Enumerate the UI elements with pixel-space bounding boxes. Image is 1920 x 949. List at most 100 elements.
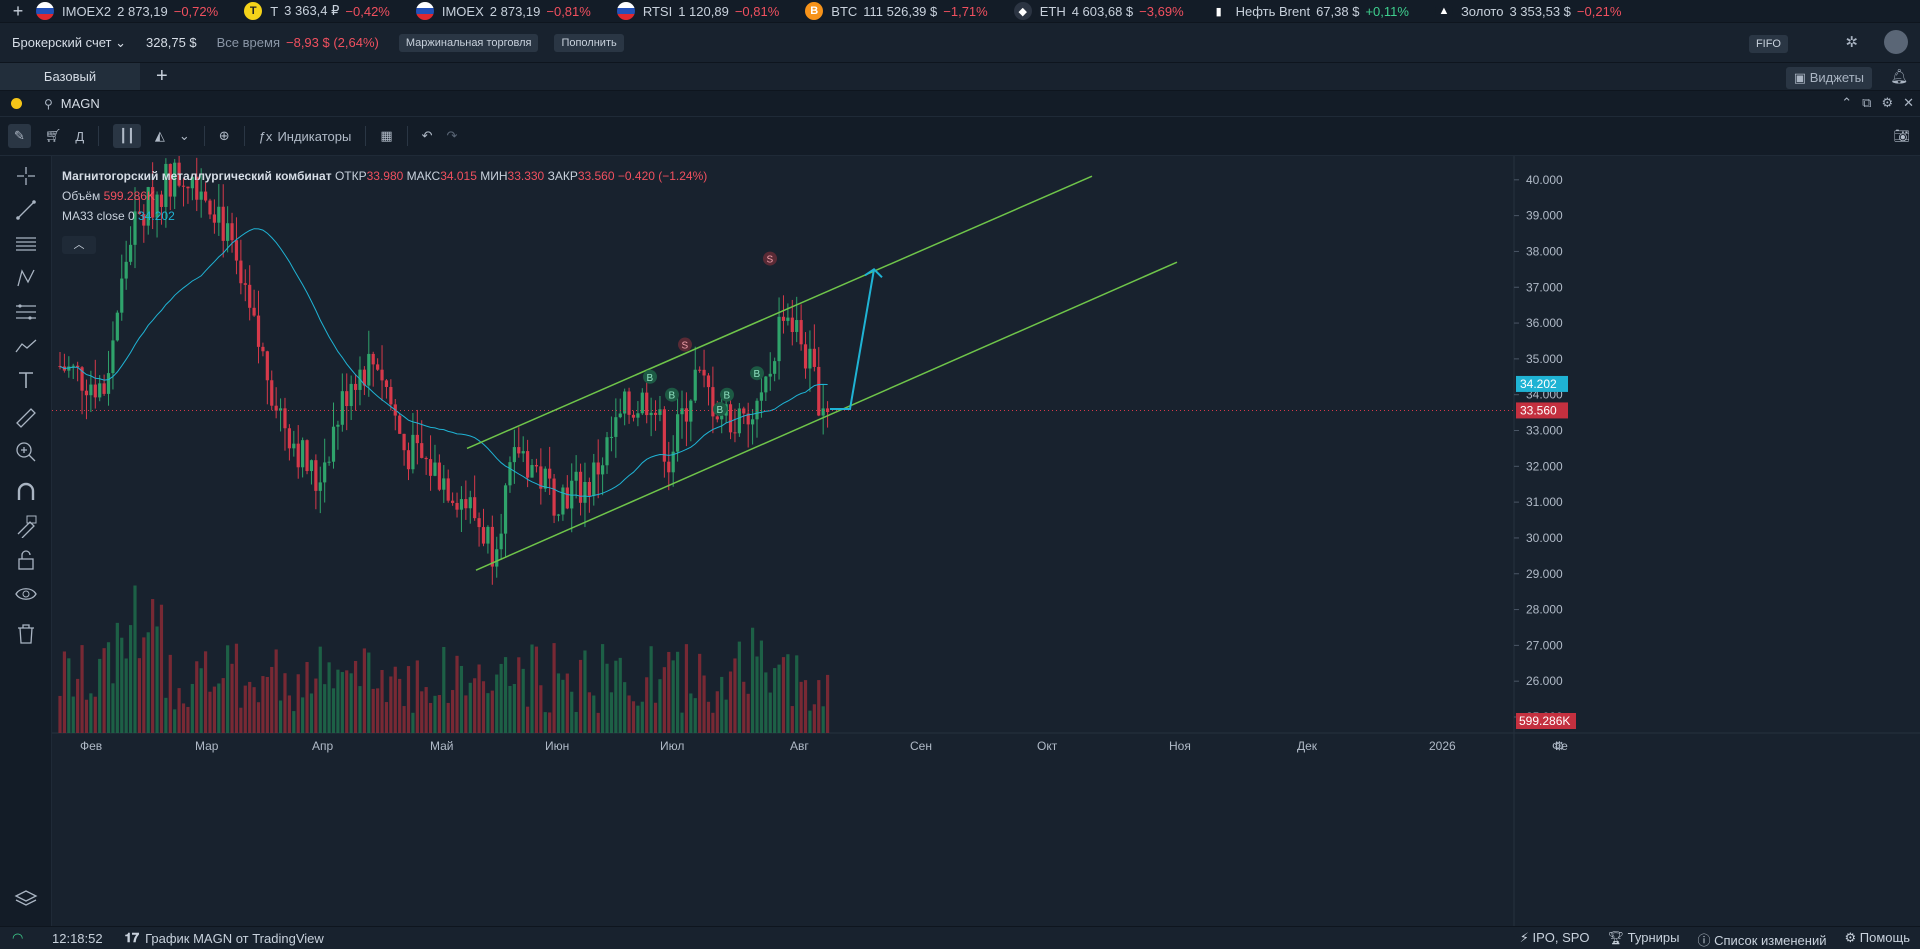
zoom-icon[interactable]: [14, 440, 38, 464]
text-icon[interactable]: [14, 368, 38, 392]
layout-icon[interactable]: ▦: [380, 128, 393, 143]
ticker-item[interactable]: ▲ Золото 3 353,53 $ −0,21%: [1434, 2, 1621, 20]
volume-bar: [451, 690, 455, 733]
volume-bar: [415, 660, 419, 733]
link-color-dot[interactable]: [11, 98, 22, 109]
ticker-items: IMOEX2 2 873,19 −0,72% T T 3 363,4 ₽ −0,42% IMO…: [36, 2, 1647, 20]
marker-label: S: [682, 341, 689, 352]
x-tick-label: Май: [430, 739, 454, 753]
avatar[interactable]: [1884, 30, 1908, 54]
candle-body: [278, 408, 283, 411]
candle-body: [711, 387, 715, 417]
collapse-icon[interactable]: ⌃: [1841, 95, 1853, 110]
ruler-icon[interactable]: [14, 406, 38, 430]
trash-icon[interactable]: [14, 622, 38, 646]
volume-bar: [808, 710, 812, 733]
candle-body: [720, 415, 724, 420]
unlock-icon[interactable]: [14, 548, 38, 572]
volume-bar: [812, 704, 816, 733]
fib-icon[interactable]: [14, 300, 38, 324]
x-tick-label: Июл: [660, 739, 684, 753]
add-ticker-button[interactable]: +: [12, 0, 24, 21]
ticker-item[interactable]: B BTC 111 526,39 $ −1,71%: [805, 2, 988, 20]
horizontal-lines-icon[interactable]: [14, 232, 38, 256]
volume-bar: [724, 699, 728, 733]
ticker-item[interactable]: ▮ Нефть Brent 67,38 $ +0,11%: [1209, 2, 1409, 20]
tournaments-link[interactable]: 🏆︎ Турниры: [1608, 930, 1680, 949]
topup-button[interactable]: Пополнить: [554, 33, 624, 52]
candle-body: [596, 462, 600, 475]
candle-body: [80, 367, 84, 391]
candle-body: [614, 417, 618, 437]
popout-icon[interactable]: ⧉: [1862, 95, 1872, 110]
symbol-input[interactable]: MAGN: [60, 96, 100, 111]
volume-bar: [111, 683, 115, 733]
fifo-badge[interactable]: FIFO: [1748, 35, 1788, 53]
redo-icon[interactable]: ↷: [446, 128, 458, 143]
volume-bar: [168, 654, 172, 733]
volume-bar: [181, 703, 186, 733]
divider: [203, 126, 205, 146]
settings-icon[interactable]: ✲: [1845, 34, 1858, 51]
candle-body: [151, 187, 155, 218]
undo-icon[interactable]: ↶: [421, 128, 433, 143]
lock-drawing-icon[interactable]: [14, 514, 38, 539]
ticker-item[interactable]: IMOEX2 2 873,19 −0,72%: [36, 2, 218, 20]
candle-body: [301, 440, 305, 468]
layers-icon[interactable]: [14, 884, 38, 908]
candle-body: [76, 365, 80, 368]
crosshair-icon[interactable]: [14, 164, 38, 188]
ipo-label: IPO, SPO: [1532, 930, 1590, 945]
close-icon[interactable]: ✕: [1903, 95, 1914, 110]
add-tab-button[interactable]: +: [156, 65, 168, 87]
price-chart[interactable]: 41.00040.00039.00038.00037.00036.00035.0…: [52, 156, 1920, 926]
connection-icon: ◠: [12, 930, 24, 945]
chevron-down-icon[interactable]: ⌄: [178, 128, 190, 143]
candle-body: [534, 465, 539, 467]
margin-trading-button[interactable]: Маржинальная торговля: [398, 33, 539, 52]
legend-collapse-button[interactable]: ︿: [62, 236, 96, 254]
candle-body: [777, 316, 781, 362]
projection-icon[interactable]: [14, 334, 38, 358]
pencil-icon[interactable]: ✎: [8, 124, 31, 148]
camera-icon[interactable]: 📷︎: [1893, 128, 1910, 143]
ipo-link[interactable]: ⚡︎ IPO, SPO: [1520, 930, 1590, 949]
volume-bar: [67, 658, 71, 733]
widgets-button[interactable]: ▣ Виджеты: [1785, 67, 1872, 89]
bell-icon[interactable]: 🔔︎: [1890, 68, 1908, 84]
chart-canvas[interactable]: 41.00040.00039.00038.00037.00036.00035.0…: [52, 156, 1920, 926]
search-icon[interactable]: ⚲: [44, 96, 53, 111]
account-selector[interactable]: Брокерский счет ⌄: [0, 35, 126, 51]
changelog-link[interactable]: ⓘ Список изменений: [1697, 930, 1826, 949]
gear-icon[interactable]: ⚙: [1881, 95, 1894, 110]
axis-settings-icon[interactable]: ⚙: [1554, 739, 1565, 753]
candle-body: [759, 392, 764, 401]
ticker-item[interactable]: RTSI 1 120,89 −0,81%: [616, 2, 779, 20]
volume-bar: [428, 702, 433, 733]
tradingview-link[interactable]: 𝟏𝟕 График MAGN от TradingView: [125, 930, 324, 946]
candles-icon[interactable]: ┃┃: [113, 124, 141, 148]
magnet-icon[interactable]: [14, 480, 38, 504]
interval-button[interactable]: Д: [75, 128, 85, 144]
help-link[interactable]: ⚙︎ Помощь: [1845, 930, 1911, 949]
candle-body: [627, 391, 631, 415]
trendline-icon[interactable]: [14, 198, 38, 222]
volume-bar: [106, 642, 111, 733]
candle-body: [243, 283, 247, 285]
ticker-item[interactable]: ◆ ETH 4 603,68 $ −3,69%: [1013, 2, 1184, 20]
eye-icon[interactable]: [14, 582, 38, 606]
area-chart-icon[interactable]: ◭: [154, 128, 165, 143]
pattern-icon[interactable]: [14, 266, 38, 290]
volume-bar: [653, 702, 658, 733]
instrument-name: Магнитогорский металлургический комбинат: [62, 169, 332, 183]
ticker-change: −3,69%: [1139, 3, 1184, 19]
ticker-item[interactable]: IMOEX 2 873,19 −0,81%: [415, 2, 591, 20]
ticker-name: IMOEX2: [62, 3, 112, 19]
volume-bar: [384, 702, 389, 733]
compare-icon[interactable]: ⊕: [218, 128, 230, 143]
candle-body: [420, 443, 424, 458]
indicators-button[interactable]: ƒx Индикаторы: [259, 129, 352, 144]
cart-icon[interactable]: 🛒︎: [44, 128, 62, 143]
tab-base[interactable]: Базовый: [0, 62, 140, 91]
